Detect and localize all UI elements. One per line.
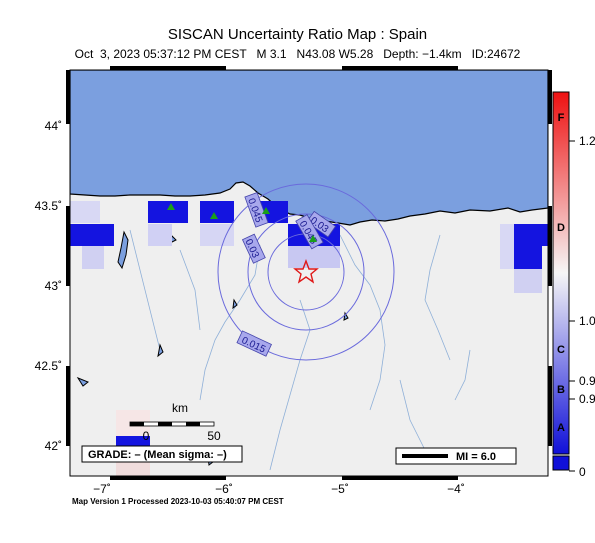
- colorbar-letter: D: [557, 222, 565, 234]
- axis-labels: −7˚ −6˚ −5˚ −4˚ 44˚ 43.5˚ 43˚ 42.5˚ 42˚: [35, 119, 465, 496]
- scale-zero-label: 0: [143, 429, 150, 443]
- mi-legend-box: MI = 6.0: [395, 447, 517, 465]
- epicenter-star-icon: [293, 259, 319, 284]
- colorbar-letter: B: [557, 384, 565, 396]
- colorbar-value: 0: [579, 465, 586, 479]
- colorbar-gradient: [552, 91, 570, 455]
- colorbar-value: 1.0: [579, 314, 595, 328]
- station-triangle-icon: [309, 235, 317, 242]
- colorbar-value: 0.9: [579, 374, 595, 388]
- colorbar-zero-swatch: [552, 455, 570, 471]
- lat-tick-label: 42˚: [45, 439, 62, 453]
- mi-label: MI = 6.0: [456, 451, 496, 463]
- colorbar-letter: A: [557, 422, 565, 434]
- scale-bar: [129, 421, 215, 427]
- colorbar-letter: F: [558, 112, 565, 124]
- map-title: SISCAN Uncertainty Ratio Map : Spain: [167, 26, 428, 43]
- scale-unit-label: km: [172, 401, 188, 415]
- station-triangle-icon: [167, 203, 175, 210]
- ocean-area: [70, 70, 548, 226]
- colorbar: F D C B A 1.2 1.0 0.9 0.9 0: [552, 91, 595, 479]
- station-markers: [167, 203, 317, 242]
- rivers: [129, 229, 471, 471]
- mi-line-swatch: [402, 454, 448, 458]
- station-triangle-icon: [210, 212, 218, 219]
- lon-tick-label: −5˚: [331, 482, 349, 496]
- lat-tick-label: 43.5˚: [35, 199, 62, 213]
- lon-tick-label: −4˚: [447, 482, 465, 496]
- colorbar-letter: C: [557, 344, 565, 356]
- lat-tick-label: 42.5˚: [35, 359, 62, 373]
- map-border-ticks: [66, 66, 552, 480]
- scale-bar-labels: km 0 50: [143, 401, 221, 443]
- processing-footer: Map Version 1 Processed 2023-10-03 05:40…: [72, 497, 284, 506]
- colorbar-value: 0.9: [579, 392, 595, 406]
- lat-tick-label: 44˚: [45, 119, 62, 133]
- event-subtitle: Oct 3, 2023 05:37:12 PM CEST M 3.1 N43.0…: [74, 47, 521, 61]
- station-triangle-icon: [262, 207, 270, 214]
- scale-fifty-label: 50: [207, 429, 221, 443]
- colorbar-value: 1.2: [579, 134, 595, 148]
- grade-label: GRADE: – (Mean sigma: –): [88, 449, 227, 461]
- lon-tick-label: −6˚: [215, 482, 233, 496]
- lat-tick-label: 43˚: [45, 279, 62, 293]
- lon-tick-label: −7˚: [93, 482, 111, 496]
- grade-box: GRADE: – (Mean sigma: –): [81, 445, 243, 463]
